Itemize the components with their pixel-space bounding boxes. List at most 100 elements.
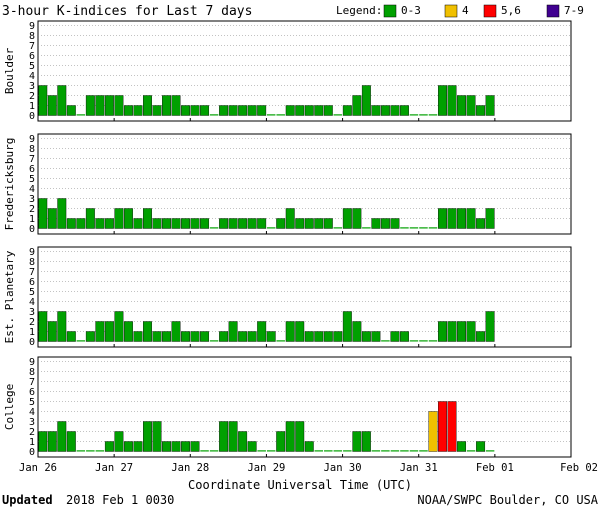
k-index-bar [362,227,371,229]
k-index-bar [304,441,314,452]
y-tick-label: 5 [29,287,35,298]
y-tick-label: 8 [29,144,35,155]
k-index-bar [419,114,428,116]
k-index-bar [419,227,428,229]
k-index-bar [476,105,486,116]
k-index-bar [381,340,390,342]
station-label: Est. Planetary [3,250,16,343]
k-index-bar [104,218,114,229]
k-index-bar [466,321,476,342]
k-index-bar [476,331,486,342]
y-tick-label: 4 [29,184,35,195]
k-index-bar [47,321,57,342]
y-tick-label: 8 [29,31,35,42]
k-index-bar [228,321,238,342]
k-index-bar [390,105,400,116]
y-tick-label: 6 [29,387,35,398]
y-tick-label: 2 [29,204,35,215]
k-index-bar [485,311,495,342]
k-index-bar [314,450,324,452]
y-tick-label: 2 [29,91,35,102]
y-tick-label: 6 [29,51,35,62]
k-index-bar [190,331,200,342]
k-index-bar [190,105,200,116]
k-index-bar [114,431,124,452]
k-index-bar [390,218,400,229]
k-index-bar [314,331,324,342]
y-tick-label: 8 [29,367,35,378]
k-index-bar [400,450,409,452]
panel-frame [37,356,572,458]
k-index-bar [114,311,124,342]
station-panels: 0123456789Boulder0123456789Fredericksbur… [3,20,572,458]
chart-title: 3-hour K-indices for Last 7 days [2,4,252,19]
k-index-bar [295,421,305,452]
k-index-bar [171,441,181,452]
k-index-bar [266,114,276,116]
k-index-bar [371,218,381,229]
k-index-bar [323,331,333,342]
x-tick-label: Jan 29 [247,462,285,474]
k-index-bar [152,105,162,116]
y-tick-label: 8 [29,257,35,268]
k-index-bar [247,218,257,229]
k-index-bar [219,331,229,342]
k-index-bar [257,450,266,452]
k-index-bar [190,218,200,229]
k-index-bar [152,421,162,452]
k-index-bar [76,114,86,116]
k-index-bar [38,431,48,452]
k-index-bar [352,321,362,342]
y-tick-label: 0 [29,111,35,122]
k-index-bar [66,431,76,452]
k-index-bar [371,105,381,116]
k-index-bar [238,105,248,116]
k-index-bar [142,321,152,342]
k-index-bar [257,321,267,342]
x-axis-label: Coordinate Universal Time (UTC) [188,478,412,492]
k-index-bar [95,450,105,452]
k-index-bar [162,218,171,229]
station-label: College [3,384,16,430]
y-tick-label: 7 [29,267,35,278]
k-index-bar [47,95,57,116]
y-tick-label: 3 [29,194,35,205]
k-index-bar [209,340,219,342]
k-index-bar [123,208,133,229]
k-index-bar [209,227,219,229]
k-index-bar [447,321,457,342]
k-index-bar [190,441,200,452]
x-tick-label: Jan 27 [95,462,133,474]
k-index-bar [295,218,305,229]
k-index-bar [409,450,419,452]
station-label: Boulder [3,47,16,94]
k-index-bar [114,95,124,116]
k-index-bar [171,321,181,342]
k-index-bar [371,450,381,452]
x-tick-label: Jan 30 [324,462,362,474]
k-index-bar [47,208,57,229]
k-index-bar [295,321,305,342]
k-index-bar [76,340,86,342]
k-index-bar [238,431,248,452]
k-index-bar [57,311,67,342]
k-index-bar [200,105,210,116]
x-tick-label: Jan 28 [171,462,209,474]
legend-item-5-6: 5,6 [501,4,521,17]
k-index-bar [390,450,400,452]
k-index-bar [390,331,400,342]
footer: Updated 2018 Feb 1 0030 NOAA/SWPC Boulde… [2,493,599,507]
y-tick-label: 1 [29,214,35,225]
k-index-bar [162,331,171,342]
k-index-bar [95,218,105,229]
k-index-bar [438,208,447,229]
k-index-bar [133,218,143,229]
k-index-bar [257,218,267,229]
legend: Legend: 0-3 4 5,6 7-9 [336,4,584,18]
k-index-bar [352,431,362,452]
y-tick-label: 5 [29,397,35,408]
y-tick-label: 3 [29,417,35,428]
k-index-bar [285,208,295,229]
k-index-bar [219,218,229,229]
